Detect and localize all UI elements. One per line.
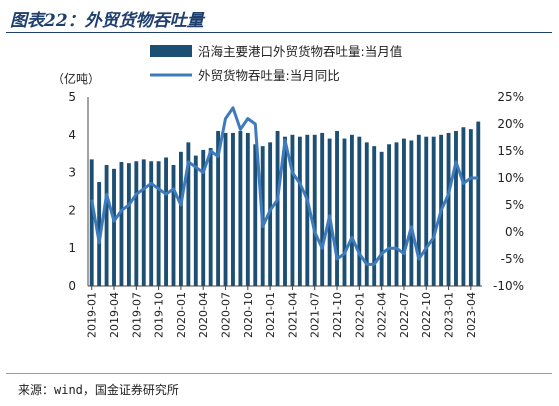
bar (409, 140, 414, 286)
y-tick-left-label: 0 (68, 279, 76, 293)
x-tick-label: 2019-10 (153, 292, 166, 338)
bar (141, 159, 146, 286)
chart: （亿吨） 0 1 2 3 4 5 -10% -5% 0% 5% 10% 15% 20% 25% 2019… (52, 44, 524, 338)
bar (208, 148, 213, 286)
source-note: 来源：wind，国金证券研究所 (18, 383, 179, 397)
bar (193, 155, 198, 286)
bar (186, 142, 191, 286)
bar (112, 168, 116, 286)
bar (126, 163, 131, 286)
bar (253, 144, 258, 286)
bar (320, 132, 325, 286)
y-tick-right-label: 20% (497, 117, 524, 131)
x-tick-label: 2022-07 (398, 292, 411, 338)
y-tick-right-label: -5% (501, 252, 524, 266)
x-tick-label: 2022-10 (420, 292, 433, 338)
x-tick-label: 2021-10 (331, 292, 344, 338)
legend-line-label: 外贸货物吞吐量:当月同比 (198, 68, 340, 83)
yoy-line (90, 106, 479, 266)
bar (178, 151, 183, 286)
bar (454, 131, 458, 286)
x-tick-label: 2022-04 (376, 292, 389, 338)
y-ticks-left: 0 1 2 3 4 5 (68, 90, 76, 293)
x-tick-label: 2019-04 (108, 292, 121, 338)
legend-bar-label: 沿海主要港口外贸货物吞吐量:当月值 (198, 44, 402, 59)
x-tick-label: 2021-07 (309, 292, 322, 338)
y-tick-left-label: 5 (68, 90, 76, 104)
bar (89, 159, 94, 286)
x-tick-label: 2023-04 (465, 292, 478, 338)
bar (216, 131, 221, 286)
y-tick-right-label: 15% (497, 144, 524, 158)
x-tick-label: 2019-01 (86, 292, 99, 338)
bar (156, 161, 161, 286)
chart-title: 图表22：外贸货物吞吐量 (10, 11, 204, 31)
y-tick-left-label: 1 (68, 241, 76, 255)
y-tick-right-label: 0% (505, 225, 524, 239)
bar (394, 142, 399, 286)
x-tick-label: 2021-04 (286, 292, 299, 338)
y-tick-left-label: 3 (68, 166, 76, 180)
bar (231, 132, 235, 286)
bar (446, 132, 451, 286)
bar (342, 138, 347, 286)
y-tick-left-label: 2 (68, 203, 76, 217)
bar (402, 138, 406, 286)
bar (275, 131, 280, 286)
bar (357, 136, 362, 286)
legend-bar-swatch (150, 45, 192, 57)
bar (416, 134, 421, 286)
y-tick-left-label: 4 (68, 128, 76, 142)
bar (335, 131, 339, 286)
y-tick-right-label: 25% (497, 90, 524, 104)
bar (372, 146, 377, 286)
bar (431, 136, 436, 286)
bar (164, 157, 168, 286)
source-divider (6, 373, 552, 374)
bar (290, 134, 295, 286)
x-tick-label: 2021-01 (264, 292, 277, 338)
bar (171, 165, 176, 286)
bar (238, 131, 243, 286)
bar (312, 134, 317, 286)
bar (379, 151, 384, 286)
bar (297, 136, 302, 286)
y-axis-left-label: （亿吨） (52, 71, 100, 86)
x-tick-label: 2022-01 (353, 292, 366, 338)
line-series-group (90, 106, 479, 266)
bar (201, 149, 206, 286)
bar (119, 162, 124, 286)
bar (223, 132, 228, 286)
x-tick-label: 2019-07 (130, 292, 143, 338)
title-divider (6, 32, 552, 33)
y-ticks-right: -10% -5% 0% 5% 10% 15% 20% 25% (493, 90, 524, 293)
bar (134, 161, 139, 286)
bar (349, 134, 354, 286)
y-tick-right-label: 5% (505, 198, 524, 212)
bar (476, 121, 481, 286)
bar (104, 165, 109, 286)
x-tick-label: 2020-01 (175, 292, 188, 338)
bar (461, 127, 466, 287)
y-tick-right-label: -10% (493, 279, 524, 293)
bar (468, 129, 473, 286)
bar (424, 136, 429, 286)
bar (364, 142, 369, 286)
x-ticks: 2019-01 2019-04 2019-07 2019-10 2020-01 2020-… (86, 286, 478, 338)
bar (305, 134, 310, 286)
x-tick-label: 2023-01 (443, 292, 456, 338)
bar (268, 142, 273, 286)
bar (245, 132, 250, 286)
y-tick-right-label: 10% (497, 171, 524, 185)
bar (149, 161, 154, 286)
x-tick-label: 2020-07 (220, 292, 233, 338)
x-tick-label: 2020-10 (242, 292, 255, 338)
bar (327, 138, 332, 286)
bar (387, 144, 392, 286)
bar (283, 136, 287, 286)
legend: 沿海主要港口外贸货物吞吐量:当月值 外贸货物吞吐量:当月同比 (150, 44, 402, 83)
x-tick-label: 2020-04 (197, 292, 210, 338)
